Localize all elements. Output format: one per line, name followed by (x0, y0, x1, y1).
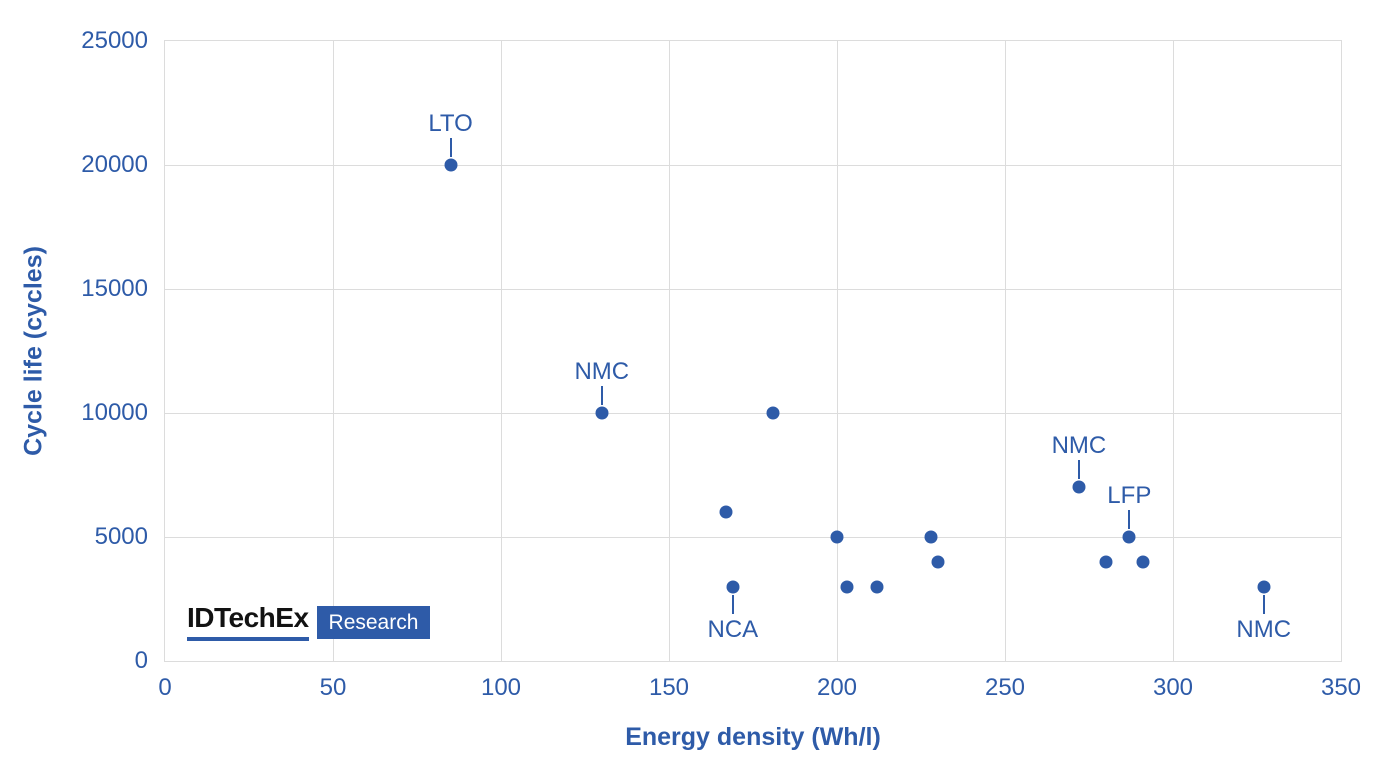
point-label: LFP (1107, 482, 1152, 509)
data-point (1122, 530, 1136, 544)
point-leader-line (449, 138, 452, 157)
point-leader-line (1128, 510, 1131, 529)
plot-area: 0 50 100 150 200 250 300 350 0 5000 10000 15000 2000… (81, 29, 1361, 700)
data-point (1072, 480, 1086, 494)
y-tick-label: 0 (134, 647, 148, 674)
x-gridline (1173, 41, 1174, 661)
y-axis-title: Cycle life (cycles) (19, 246, 48, 456)
data-point (870, 580, 884, 594)
data-point (595, 406, 609, 420)
point-label: NMC (1051, 432, 1107, 460)
data-point (931, 555, 945, 569)
y-tick-label: 20000 (81, 151, 148, 178)
logo-brand-text: IDTechEx (187, 602, 309, 633)
data-point (1257, 580, 1271, 594)
x-gridline (333, 41, 334, 661)
data-point (840, 580, 854, 594)
point-label: NCA (707, 615, 759, 643)
point-label: LTO (428, 110, 473, 137)
point-leader-line (731, 594, 734, 614)
y-tick-label: 10000 (81, 399, 148, 426)
x-tick-label: 200 (816, 674, 858, 701)
point-label: NMC (1236, 615, 1292, 643)
point-label: NMC (574, 358, 630, 385)
data-point (1136, 555, 1150, 569)
x-tick-label: 100 (480, 674, 522, 701)
data-point (830, 530, 844, 544)
x-tick-label: 0 (158, 674, 172, 701)
x-gridline (1005, 41, 1006, 661)
point-leader-line (1262, 594, 1265, 614)
logo-research-badge: Research (316, 606, 431, 639)
x-tick-label: 350 (1320, 674, 1362, 701)
data-point (719, 505, 733, 519)
point-leader-line (600, 386, 603, 405)
x-tick-label: 150 (648, 674, 690, 701)
x-tick-label: 300 (1152, 674, 1194, 701)
data-point (766, 406, 780, 420)
y-tick-label: 15000 (81, 275, 148, 302)
idtechex-logo: IDTechEx Research (187, 604, 431, 641)
x-gridline (837, 41, 838, 661)
y-gridline (165, 537, 1341, 538)
data-point (924, 530, 938, 544)
x-tick-label: 50 (319, 674, 347, 701)
y-gridline (165, 413, 1341, 414)
x-gridline (669, 41, 670, 661)
logo-underline (187, 637, 309, 641)
y-gridline (165, 289, 1341, 290)
x-gridline (501, 41, 502, 661)
y-gridline (165, 165, 1341, 166)
data-point (444, 158, 458, 172)
y-tick-label: 25000 (81, 27, 148, 54)
x-axis-title: Energy density (Wh/l) (625, 723, 881, 751)
data-point (1099, 555, 1113, 569)
logo-brand: IDTechEx (187, 604, 309, 641)
data-point (726, 580, 740, 594)
y-tick-label: 5000 (94, 523, 148, 550)
x-tick-label: 250 (984, 674, 1026, 701)
point-leader-line (1077, 460, 1080, 480)
